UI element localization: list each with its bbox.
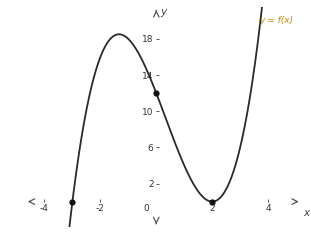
Text: 0: 0 xyxy=(144,204,149,213)
Text: y = f(x): y = f(x) xyxy=(259,16,293,25)
Text: x: x xyxy=(303,208,309,218)
Text: y: y xyxy=(160,7,167,17)
